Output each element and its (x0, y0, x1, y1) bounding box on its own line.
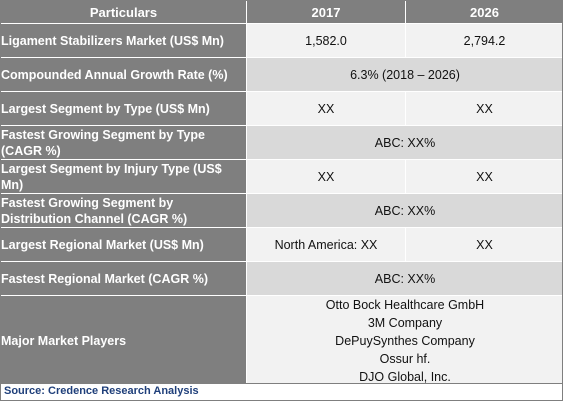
value-2026: 2,794.2 (405, 23, 563, 58)
player-item: 3M Company (367, 316, 443, 330)
row-label: Ligament Stabilizers Market (US$ Mn) (0, 23, 247, 58)
header-row: Particulars 2017 2026 (0, 0, 563, 24)
value-2017: 1,582.0 (246, 23, 406, 58)
table-row-largest-injury: Largest Segment by Injury Type (US$ Mn) … (0, 159, 563, 194)
row-label: Fastest Growing Segment by Type (CAGR %) (0, 125, 247, 160)
value-2026: XX (405, 227, 563, 262)
value-merged: 6.3% (2018 – 2026) (246, 57, 563, 92)
row-label: Largest Segment by Injury Type (US$ Mn) (0, 159, 247, 194)
row-label: Largest Segment by Type (US$ Mn) (0, 91, 247, 126)
header-2026: 2026 (405, 0, 563, 24)
row-label: Largest Regional Market (US$ Mn) (0, 227, 247, 262)
table-row-players: Major Market Players Otto Bock Healthcar… (0, 295, 563, 387)
table-row-fastest-region: Fastest Regional Market (CAGR %) ABC: XX… (0, 261, 563, 296)
value-2026: XX (405, 91, 563, 126)
header-2017: 2017 (246, 0, 406, 24)
header-particulars: Particulars (0, 0, 247, 24)
row-label: Major Market Players (0, 295, 247, 387)
table-row-largest-region: Largest Regional Market (US$ Mn) North A… (0, 227, 563, 262)
player-item: Ossur hf. (379, 352, 431, 366)
player-item: DePuySynthes Company (335, 334, 475, 348)
table-row-fastest-channel: Fastest Growing Segment by Distribution … (0, 193, 563, 228)
value-merged: ABC: XX% (246, 261, 563, 296)
player-item: DJO Global, Inc. (359, 370, 451, 384)
value-2026: XX (405, 159, 563, 194)
value-2017: XX (246, 159, 406, 194)
value-2017: North America: XX (246, 227, 406, 262)
player-item: Otto Bock Healthcare GmbH (325, 298, 485, 312)
players-list: Otto Bock Healthcare GmbH 3M Company DeP… (246, 295, 563, 387)
market-summary-table: Particulars 2017 2026 Ligament Stabilize… (0, 0, 563, 387)
row-label: Fastest Growing Segment by Distribution … (0, 193, 247, 228)
source-note: Source: Credence Research Analysis (0, 383, 563, 401)
row-label: Compounded Annual Growth Rate (%) (0, 57, 247, 92)
value-2017: XX (246, 91, 406, 126)
value-merged: ABC: XX% (246, 125, 563, 160)
table-row-market-size: Ligament Stabilizers Market (US$ Mn) 1,5… (0, 23, 563, 58)
value-merged: ABC: XX% (246, 193, 563, 228)
table-row-cagr: Compounded Annual Growth Rate (%) 6.3% (… (0, 57, 563, 92)
row-label: Fastest Regional Market (CAGR %) (0, 261, 247, 296)
table-row-largest-type: Largest Segment by Type (US$ Mn) XX XX (0, 91, 563, 126)
table-row-fastest-type: Fastest Growing Segment by Type (CAGR %)… (0, 125, 563, 160)
